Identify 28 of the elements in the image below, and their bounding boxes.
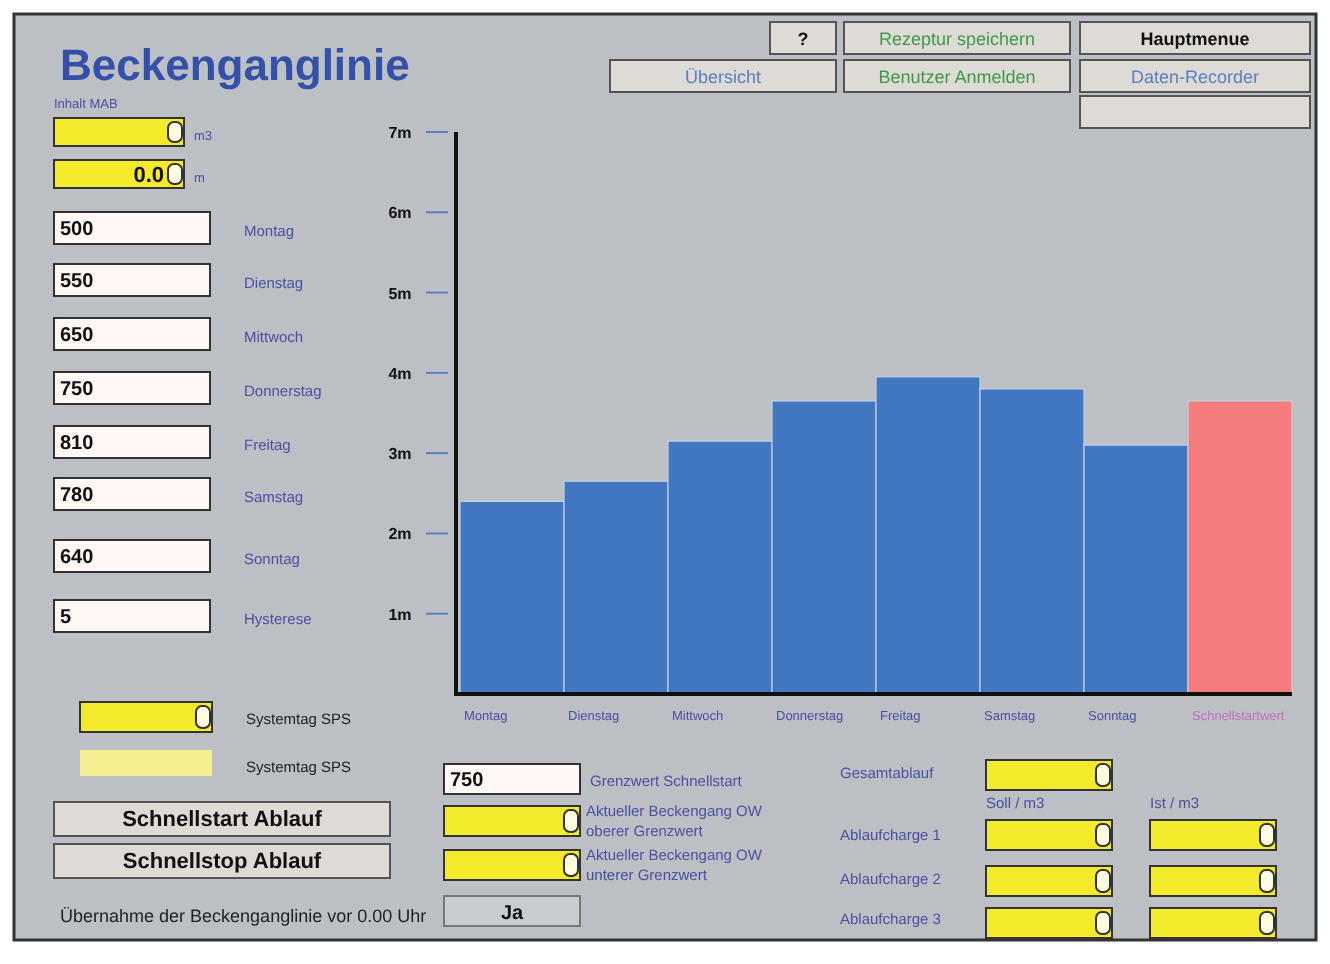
y-tick-label: 5m (388, 284, 412, 303)
text: Rezeptur speichern (878, 29, 1036, 49)
text: 640 (60, 547, 95, 569)
text: 810 (60, 433, 95, 455)
y-tick-label: 3m (388, 445, 412, 464)
text: Ja (500, 903, 524, 925)
text: Daten-Recorder (1130, 67, 1260, 87)
text: ? (797, 29, 809, 49)
text: Schnellstop Ablauf (122, 850, 322, 874)
text: 750 (450, 770, 485, 792)
text: 650 (60, 325, 95, 347)
text: 5 (60, 607, 72, 629)
text: Übernahme der Beckenganglinie vor 0.00 Uhr (60, 906, 427, 926)
y-tick-label: 7m (388, 124, 412, 142)
text: 0.0 (133, 164, 164, 188)
text: Schnellstart Ablauf (122, 808, 323, 832)
text: Hauptmenue (1140, 29, 1250, 49)
y-tick-label: 1m (388, 605, 412, 624)
text: Übersicht (684, 67, 763, 87)
chart-title: Beckenganglinie (60, 40, 410, 90)
text: 550 (60, 271, 95, 293)
text: 500 (60, 219, 95, 241)
y-tick-label: 6m (388, 204, 412, 223)
text: 750 (60, 379, 95, 401)
y-tick-label: 2m (388, 525, 412, 544)
text: 780 (60, 485, 95, 507)
text: Benutzer Anmelden (878, 67, 1036, 87)
y-tick-label: 4m (388, 364, 412, 383)
